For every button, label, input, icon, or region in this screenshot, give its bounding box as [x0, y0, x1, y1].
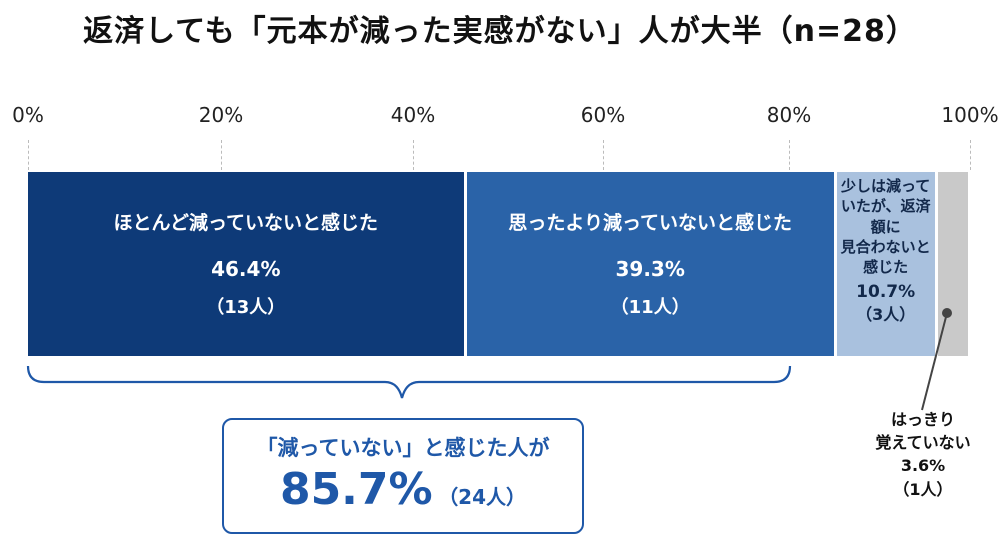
axis-tick-100: 100%: [941, 103, 999, 127]
axis-tick-20: 20%: [198, 103, 244, 127]
segment-label-line: 少しは減って: [841, 177, 931, 195]
gridline-0: [28, 140, 29, 170]
segment-label-line: 見合わないと: [840, 237, 931, 256]
gridline-60: [603, 140, 604, 170]
summary-count: （24人）: [438, 485, 527, 509]
segment-label: 思ったより減っていないと感じた: [508, 212, 793, 234]
segment-value: 10.7%: [856, 282, 916, 303]
bar-segment-oboeteinai: [937, 172, 969, 356]
gridline-20: [221, 140, 222, 170]
axis-tick-60: 60%: [580, 103, 626, 127]
segment-label: ほとんど減っていないと感じた: [113, 212, 379, 234]
axis-tick-40: 40%: [390, 103, 436, 127]
summary-value: 85.7%: [279, 464, 433, 515]
summary-box: 「減っていない」と感じた人が 85.7% （24人）: [222, 418, 584, 534]
chart-title: 返済しても「元本が減った実感がない」人が大半（n=28）: [83, 14, 917, 49]
gridline-80: [789, 140, 790, 170]
segment-count: （13人）: [206, 297, 286, 318]
bar-segment-sukoshi: 少しは減って いたが、返済額に 見合わないと 感じた 10.7% （3人）: [836, 172, 935, 356]
gridline-40: [413, 140, 414, 170]
bar-segment-omottayori: 思ったより減っていないと感じた 39.3% （11人）: [466, 172, 834, 356]
bar-segment-hotondo: ほとんど減っていないと感じた 46.4% （13人）: [28, 172, 464, 356]
segment-label-line: 感じた: [863, 258, 909, 276]
segment-count: （11人）: [610, 297, 690, 318]
segment-count: （3人）: [856, 305, 916, 325]
callout-value: 3.6%: [900, 456, 946, 476]
callout-count: （1人）: [893, 479, 953, 499]
bracket: [26, 365, 792, 399]
axis-tick-80: 80%: [766, 103, 812, 127]
segment-value: 39.3%: [615, 257, 685, 281]
callout-label-line: 覚えていない: [875, 433, 971, 453]
summary-label: 「減っていない」と感じた人が: [256, 436, 550, 460]
segment-value: 46.4%: [211, 257, 281, 281]
gridline-100: [970, 140, 971, 170]
callout-oboeteinai: はっきり 覚えていない 3.6% （1人）: [848, 408, 998, 501]
callout-label-line: はっきり: [890, 410, 955, 429]
axis-tick-0: 0%: [12, 103, 44, 127]
segment-label-line: いたが、返済額に: [840, 197, 931, 236]
